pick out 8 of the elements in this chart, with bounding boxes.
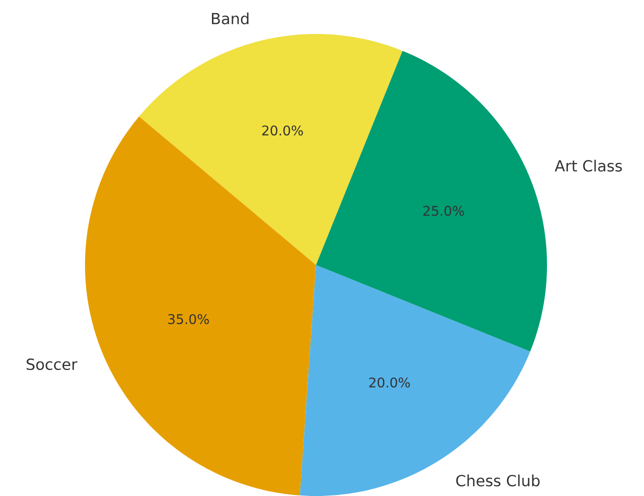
slice-label: Soccer [26, 358, 78, 370]
data-label: 35.0% [168, 314, 209, 324]
slice-label: Band [212, 12, 248, 24]
data-label: 25.0% [423, 206, 464, 216]
slice-label: Chess Club [456, 474, 540, 486]
slice-label: Art Class [554, 160, 622, 172]
data-label: 20.0% [262, 125, 303, 136]
data-label: 20.0% [369, 377, 410, 388]
